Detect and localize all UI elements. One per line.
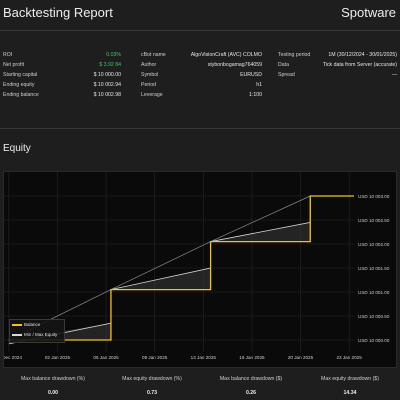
x-tick-label: 09 Jan 2025 [142, 355, 168, 360]
x-tick-label: 06 Jan 2025 [93, 355, 119, 360]
equity-max-line [210, 195, 311, 242]
stat-label: Data [278, 62, 289, 68]
stats-column-bot: cBot name AlgoVisionCraft (AVC) COLMO Auth… [141, 50, 262, 100]
stat-label: Spread [278, 72, 295, 78]
stat-row: Author stybonbogamag764059 [141, 60, 262, 70]
stat-row: Period h1 [141, 80, 262, 90]
equity-chart[interactable]: USD 10 003.00 USD 10 002.50 USD 10 002.00 U… [0, 171, 397, 368]
stat-max-equity-drawdown-usd: Max equity drawdown ($) 14.34 [300, 376, 400, 396]
stats-divider [0, 128, 400, 129]
stat-max-balance-drawdown-usd: Max balance drawdown ($) 0.26 [201, 376, 301, 396]
chart-legend: Balance Min / Max Equity [9, 319, 65, 343]
stat-max-equity-drawdown-pct: Max equity drawdown (%) 0.73 [102, 376, 202, 396]
brand-logo-text: Spotware [341, 5, 396, 20]
stat-row: Spread — [278, 70, 397, 80]
equity-section-title: Equity [3, 143, 31, 154]
stat-label: cBot name [141, 52, 166, 58]
stat-row: Starting capital $ 10 000.00 [3, 70, 121, 80]
legend-item-equity: Min / Max Equity [10, 330, 64, 340]
stat-value: 14.34 [343, 390, 357, 396]
y-tick-label: USD 10 003.00 [358, 194, 390, 199]
stat-value: 1M (30/12/2024 - 30/01/2025) [328, 52, 397, 58]
stat-label: Ending balance [3, 92, 39, 98]
summary-stats: ROI 0.03% Net profit $ 3.92 84 Starting capi… [0, 50, 400, 120]
stat-row: Ending balance $ 10 002.98 [3, 90, 121, 100]
stat-label: Max balance drawdown (%) [20, 376, 85, 382]
stat-label: Ending equity [3, 82, 35, 88]
stat-row: Symbol EURUSD [141, 70, 262, 80]
stat-value: Tick data from Server (accurate) [322, 62, 397, 68]
stat-row: cBot name AlgoVisionCraft (AVC) COLMO [141, 50, 262, 60]
stat-value: 0.00 [47, 390, 59, 396]
report-header: Backtesting Report Spotware [0, 0, 400, 30]
stat-row: Net profit $ 3.92 84 [3, 60, 121, 70]
stat-label: Max balance drawdown ($) [219, 376, 283, 382]
stat-value: h1 [256, 82, 262, 88]
stat-label: Symbol [141, 72, 159, 78]
stat-label: Max equity drawdown ($) [321, 376, 379, 382]
legend-item-balance: Balance [10, 320, 64, 330]
y-tick-label: USD 10 002.00 [358, 242, 390, 247]
legend-swatch-balance [12, 324, 22, 326]
y-tick-label: USD 10 000.00 [358, 338, 390, 343]
x-tick-label: 23 Jan 2025 [336, 355, 362, 360]
stat-value: stybonbogamag764059 [207, 62, 262, 68]
stat-label: Leverage [141, 92, 163, 98]
stat-value: 1:100 [249, 92, 262, 98]
stat-row: Ending equity $ 10 002.94 [3, 80, 121, 90]
stat-value: $ 10 002.98 [93, 92, 121, 98]
stats-column-test: Testing period 1M (30/12/2024 - 30/01/202… [278, 50, 397, 80]
balance-line [8, 195, 354, 341]
stat-max-balance-drawdown-pct: Max balance drawdown (%) 0.00 [3, 376, 103, 396]
stat-value: AlgoVisionCraft (AVC) COLMO [190, 52, 262, 58]
y-tick-label: USD 10 001.50 [358, 266, 390, 271]
y-tick-label: USD 10 000.50 [358, 314, 390, 319]
drawdown-stats: Max balance drawdown (%) 0.00 Max equity… [0, 372, 400, 400]
y-tick-label: USD 10 001.00 [358, 290, 390, 295]
header-divider [0, 30, 400, 31]
stat-row: Data Tick data from Server (accurate) [278, 60, 397, 70]
stat-row: Leverage 1:100 [141, 90, 262, 100]
stat-value: 0.03% [106, 52, 121, 58]
stat-label: ROI [3, 52, 13, 58]
stat-value: — [391, 72, 397, 78]
stat-value: EURUSD [240, 72, 262, 78]
stat-value: $ 10 002.94 [93, 82, 121, 88]
stat-row: Testing period 1M (30/12/2024 - 30/01/202… [278, 50, 397, 60]
x-tick-label: 02 Jan 2025 [45, 355, 71, 360]
stat-value: $ 10 000.00 [93, 72, 121, 78]
y-tick-label: USD 10 002.50 [358, 218, 390, 223]
stat-label: Period [141, 82, 156, 88]
equity-max-line [110, 241, 211, 290]
stat-label: Testing period [278, 52, 311, 58]
x-tick-label: 16 Jan 2025 [239, 355, 265, 360]
stats-column-performance: ROI 0.03% Net profit $ 3.92 84 Starting capi… [3, 50, 121, 100]
stat-label: Max equity drawdown (%) [122, 376, 182, 382]
x-tick-label: 30 Dec 2024 [4, 355, 22, 360]
stat-label: Author [141, 62, 157, 68]
legend-label-equity: Min / Max Equity [24, 332, 58, 337]
legend-swatch-equity [12, 334, 22, 336]
legend-label-balance: Balance [24, 322, 41, 327]
stat-label: Starting capital [3, 72, 38, 78]
report-title: Backtesting Report [3, 5, 113, 20]
stat-value: 0.73 [146, 390, 158, 396]
x-tick-label: 20 Jan 2025 [288, 355, 314, 360]
stat-row: ROI 0.03% [3, 50, 121, 60]
x-tick-label: 13 Jan 2025 [191, 355, 217, 360]
stat-label: Net profit [3, 62, 25, 68]
stat-value: 0.26 [245, 390, 257, 396]
stat-value: $ 3.92 84 [99, 62, 121, 68]
